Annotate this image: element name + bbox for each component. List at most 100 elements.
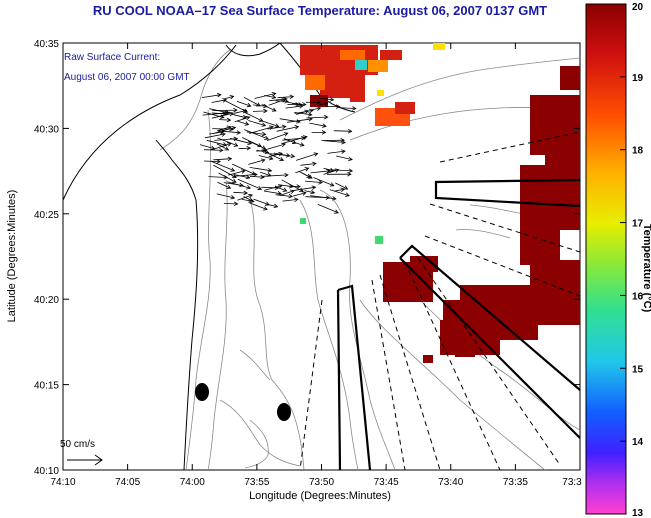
surface-current-vectors xyxy=(199,92,357,214)
current-vector-head xyxy=(283,132,289,137)
current-vector-head xyxy=(302,135,308,140)
current-vector-head xyxy=(240,169,246,174)
current-vector-head xyxy=(294,197,299,203)
radial-dashed-lines xyxy=(299,131,580,470)
current-vector-head xyxy=(225,110,231,115)
y-tick-label: 40:35 xyxy=(34,39,59,50)
current-vector xyxy=(236,120,249,125)
current-vector xyxy=(275,194,293,197)
current-vector-head xyxy=(243,190,249,196)
y-tick-label: 40:25 xyxy=(34,210,59,221)
current-vector xyxy=(248,202,268,210)
current-vector xyxy=(323,140,346,143)
current-vector xyxy=(266,132,288,141)
current-vector xyxy=(269,153,295,157)
current-vector xyxy=(279,118,301,123)
current-vector xyxy=(313,177,334,187)
current-vector-head xyxy=(316,100,322,105)
annotation-line1: Raw Surface Current: xyxy=(64,52,160,63)
current-vector-head xyxy=(244,121,250,126)
scale-arrow xyxy=(67,454,103,466)
current-vector xyxy=(209,108,230,114)
current-vector-head xyxy=(299,187,304,192)
current-vector xyxy=(243,196,253,202)
current-vector xyxy=(305,180,323,183)
current-vector xyxy=(323,167,334,172)
current-vector xyxy=(199,144,215,150)
current-vector xyxy=(249,167,272,172)
current-vector-head xyxy=(308,108,314,114)
current-vector-head xyxy=(312,161,317,167)
current-vector-head xyxy=(246,146,252,151)
current-vector xyxy=(216,126,231,132)
current-vector-head xyxy=(334,209,339,214)
current-vector xyxy=(216,193,235,199)
current-vector xyxy=(258,119,279,127)
current-vector-head xyxy=(323,101,329,106)
current-vector-head xyxy=(264,135,269,140)
current-vector-head xyxy=(326,168,331,174)
current-vector xyxy=(256,149,269,153)
chart-title: RU COOL NOAA–17 Sea Surface Temperature:… xyxy=(92,3,548,18)
current-vector-head xyxy=(257,143,262,148)
current-vector-head xyxy=(261,122,267,127)
y-axis-label: Latitude (Degrees:Minutes) xyxy=(6,189,18,323)
current-vector-head xyxy=(268,155,274,161)
current-vector xyxy=(244,129,269,140)
current-vector xyxy=(264,95,276,98)
current-vector xyxy=(206,139,227,146)
current-vector xyxy=(264,185,282,191)
current-vector xyxy=(304,190,315,194)
current-vector-head xyxy=(347,171,352,177)
current-vector-head xyxy=(343,185,349,190)
y-tick-label: 40:15 xyxy=(34,381,59,392)
current-vector-head xyxy=(263,108,268,114)
current-vector xyxy=(220,127,236,132)
x-axis-label: Longitude (Degrees:Minutes) xyxy=(249,490,391,502)
x-tick-label: 74:00 xyxy=(180,477,205,488)
colorbar-tick-label: 16 xyxy=(632,291,644,302)
current-vector-head xyxy=(335,104,341,109)
current-vector xyxy=(258,155,273,160)
current-vector-head xyxy=(236,130,242,135)
current-vector xyxy=(232,113,247,119)
current-vector xyxy=(204,149,223,151)
current-vector-head xyxy=(261,131,267,137)
current-vector xyxy=(292,186,316,192)
current-vector-head xyxy=(271,92,277,97)
current-vector xyxy=(259,171,271,177)
current-vector-head xyxy=(246,102,252,108)
current-vector-head xyxy=(267,167,273,173)
current-vector-head xyxy=(265,201,270,206)
current-vector-head xyxy=(216,92,222,98)
annotation-line2: August 06, 2007 00:00 GMT xyxy=(64,72,190,83)
current-vector-head xyxy=(329,97,335,102)
current-vector xyxy=(317,204,339,214)
x-tick-label: 73:40 xyxy=(438,477,463,488)
current-vector-head xyxy=(264,149,270,155)
current-vector-head xyxy=(230,167,236,172)
current-vector xyxy=(327,150,346,154)
current-vector xyxy=(218,172,237,183)
current-vector-head xyxy=(230,195,236,200)
current-vector-head xyxy=(233,136,239,142)
current-vector-head xyxy=(325,195,331,200)
current-vector-head xyxy=(301,136,306,141)
current-vector xyxy=(216,143,229,151)
current-vector xyxy=(218,119,231,121)
current-vector-head xyxy=(229,95,235,100)
current-vector-head xyxy=(347,128,353,134)
current-vector xyxy=(281,136,308,144)
current-vector-head xyxy=(288,183,294,189)
current-vector xyxy=(212,112,234,119)
current-vector xyxy=(261,104,277,112)
current-vector xyxy=(217,137,238,147)
current-vector-head xyxy=(226,117,232,123)
current-vector-head xyxy=(274,123,280,128)
current-vector-head xyxy=(248,197,254,202)
current-vector-head xyxy=(257,185,263,191)
current-vector-head xyxy=(251,171,256,176)
colorbar xyxy=(585,3,627,515)
current-vector xyxy=(223,95,234,100)
